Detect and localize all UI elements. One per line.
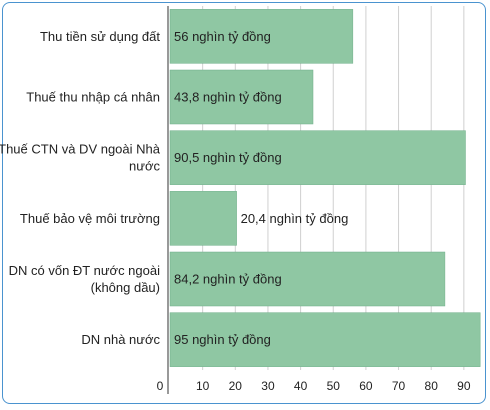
data-label-4: 20,4 nghìn tỷ đồng [241,211,349,226]
category-label-5: DN có vốn ĐT nước ngoài (không dầu) [9,263,160,295]
bar-6 [169,312,481,367]
data-label-2: 43,8 nghìn tỷ đồng [174,90,282,105]
bar-4 [169,191,237,246]
category-label-line: DN nhà nước [81,332,160,347]
category-label-line: Thuế bảo vệ môi trường [20,211,160,226]
category-label-3: Thuế CTN và DV ngoài Nhà nước [0,142,161,174]
category-label-6: DN nhà nước [81,332,160,347]
x-tick-label-90: 90 [457,379,471,393]
category-label-line: Thuế thu nhập cá nhân [26,90,160,105]
x-tick-label-20: 20 [229,379,243,393]
category-label-line: Thu tiền sử dụng đất [40,29,160,44]
bar-2 [169,69,314,125]
x-tick-label-10: 10 [196,379,210,393]
bar-3 [169,130,466,185]
category-label-line: DN có vốn ĐT nước ngoài [9,263,160,278]
category-label-line: (không dầu) [91,280,160,295]
bar-1 [169,9,354,64]
x-tick-label-70: 70 [392,379,406,393]
x-tick-label-80: 80 [425,379,439,393]
category-label-2: Thuế thu nhập cá nhân [26,90,160,105]
data-label-3: 90,5 nghìn tỷ đồng [174,150,282,165]
data-label-5: 84,2 nghìn tỷ đồng [174,272,282,287]
x-tick-label-50: 50 [327,379,341,393]
category-label-4: Thuế bảo vệ môi trường [20,211,160,226]
x-tick-label-40: 40 [294,379,308,393]
data-label-1: 56 nghìn tỷ đồng [174,29,271,44]
bar-5 [169,251,446,307]
x-tick-label-0: 0 [157,379,164,393]
category-label-line: Thuế CTN và DV ngoài Nhà [0,142,161,157]
category-label-line: nước [129,159,160,174]
data-label-6: 95 nghìn tỷ đồng [174,332,271,347]
category-label-1: Thu tiền sử dụng đất [40,29,160,44]
x-tick-label-60: 60 [359,379,373,393]
x-tick-label-30: 30 [261,379,275,393]
